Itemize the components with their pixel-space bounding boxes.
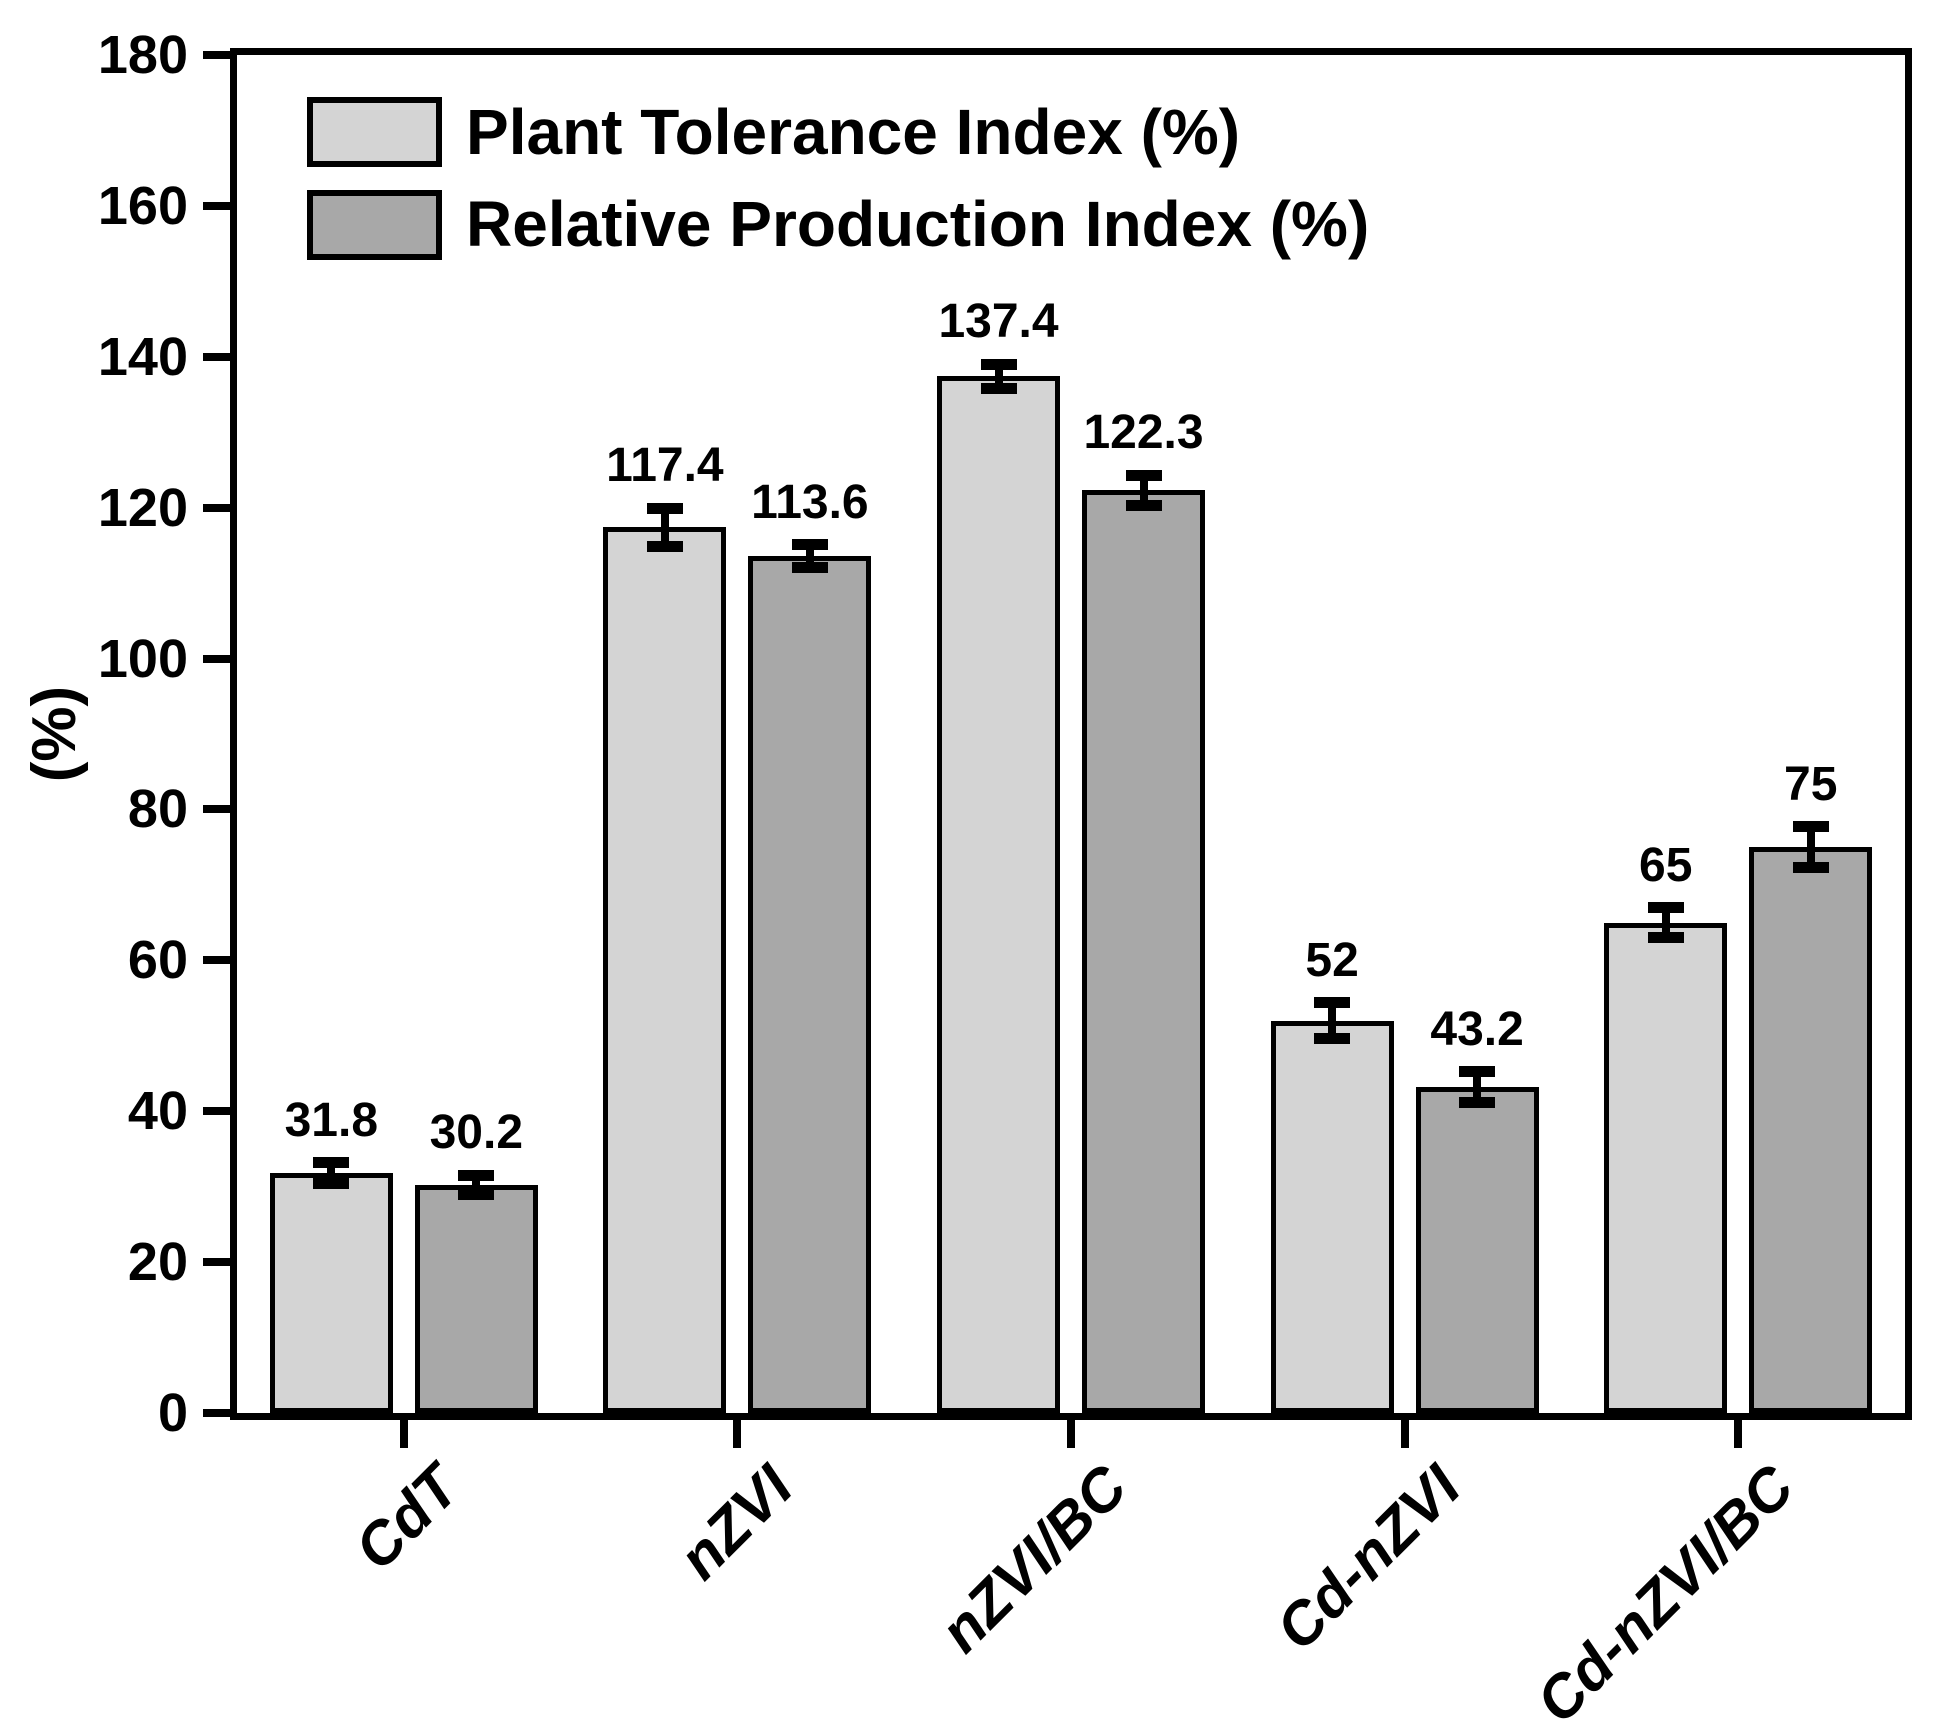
y-tick-label: 180 bbox=[97, 25, 188, 85]
bar-pti-cd-nzvi-bc bbox=[1604, 922, 1728, 1413]
error-bar-line bbox=[1661, 907, 1670, 938]
legend-label-relative-production-index: Relative Production Index (%) bbox=[466, 188, 1370, 261]
error-bar-line bbox=[472, 1175, 481, 1195]
error-bar-cap-top bbox=[1314, 997, 1351, 1009]
error-bar-cap-bottom bbox=[646, 540, 683, 552]
x-tick-label-cd-nzvi-bc: Cd-nZVI/BC bbox=[1523, 1452, 1807, 1730]
error-bar-cap-top bbox=[791, 539, 828, 551]
error-bar-cap-top bbox=[458, 1169, 495, 1181]
bar-rpi-cdt bbox=[414, 1185, 538, 1413]
y-tick bbox=[203, 1258, 237, 1267]
value-label: 31.8 bbox=[284, 1093, 379, 1147]
value-label: 52 bbox=[1305, 933, 1359, 987]
x-tick-label-nzvi: nZVI bbox=[666, 1452, 806, 1593]
error-bar-line bbox=[1328, 1002, 1337, 1039]
legend-swatch-relative-production-index bbox=[307, 189, 442, 260]
y-tick-label: 80 bbox=[127, 779, 188, 840]
bar-pti-nzvi-bc bbox=[937, 376, 1060, 1413]
y-tick bbox=[203, 1107, 237, 1116]
legend-row-relative-production: Relative Production Index (%) bbox=[307, 188, 1370, 261]
legend-swatch-plant-tolerance-index bbox=[307, 97, 442, 168]
error-bar-cap-top bbox=[1125, 469, 1162, 481]
y-tick-label: 40 bbox=[127, 1081, 188, 1142]
x-tick-label-cdt: CdT bbox=[342, 1452, 472, 1583]
legend-row-plant-tolerance: Plant Tolerance Index (%) bbox=[307, 97, 1369, 167]
y-tick-label: 20 bbox=[127, 1232, 188, 1293]
bar-rpi-cd-nzvi bbox=[1415, 1087, 1539, 1413]
y-tick bbox=[203, 201, 237, 210]
y-tick bbox=[203, 352, 237, 361]
x-tick-label-cd-nzvi: Cd-nZVI bbox=[1262, 1452, 1473, 1663]
error-bar-line bbox=[1139, 475, 1148, 506]
bar-pti-cdt bbox=[269, 1173, 393, 1413]
error-bar-line bbox=[1473, 1071, 1482, 1103]
error-bar-cap-top bbox=[646, 502, 683, 514]
y-tick bbox=[203, 51, 237, 59]
y-tick-label: 60 bbox=[127, 930, 188, 991]
bar-rpi-nzvi-bc bbox=[1082, 490, 1205, 1413]
value-label: 30.2 bbox=[429, 1106, 524, 1160]
error-bar-cap-top bbox=[313, 1157, 350, 1169]
y-tick-label: 160 bbox=[97, 175, 188, 236]
y-tick bbox=[203, 654, 237, 663]
error-bar-line bbox=[660, 508, 669, 547]
y-tick bbox=[203, 1409, 237, 1417]
y-tick-label: 140 bbox=[97, 326, 188, 387]
value-label: 65 bbox=[1638, 838, 1693, 892]
plot-area: Plant Tolerance Index (%) Relative Produ… bbox=[230, 48, 1912, 1420]
x-tick-label-nzvi-bc: nZVI/BC bbox=[926, 1452, 1140, 1666]
y-tick-label: 120 bbox=[97, 477, 188, 538]
error-bar-cap-bottom bbox=[791, 561, 828, 573]
error-bar-cap-bottom bbox=[1314, 1033, 1351, 1045]
x-tick bbox=[1734, 1416, 1743, 1448]
value-label: 122.3 bbox=[1083, 406, 1204, 460]
y-tick bbox=[203, 956, 237, 965]
bar-rpi-nzvi bbox=[748, 555, 872, 1413]
error-bar-line bbox=[805, 544, 814, 568]
y-tick-label: 100 bbox=[97, 628, 188, 689]
y-tick-label: 0 bbox=[157, 1383, 188, 1443]
legend-label-plant-tolerance-index: Plant Tolerance Index (%) bbox=[466, 96, 1241, 168]
value-label: 113.6 bbox=[751, 475, 869, 529]
value-label: 137.4 bbox=[938, 295, 1059, 349]
error-bar-line bbox=[327, 1162, 336, 1184]
error-bar-cap-bottom bbox=[980, 382, 1017, 394]
error-bar-line bbox=[1806, 826, 1815, 868]
error-bar-cap-bottom bbox=[1459, 1096, 1496, 1108]
bar-pti-cd-nzvi bbox=[1270, 1020, 1394, 1413]
value-label: 43.2 bbox=[1430, 1002, 1524, 1056]
x-tick bbox=[399, 1416, 408, 1448]
bar-rpi-cd-nzvi-bc bbox=[1749, 847, 1873, 1413]
value-label: 75 bbox=[1783, 757, 1838, 811]
y-tick bbox=[203, 805, 237, 814]
x-tick bbox=[1400, 1416, 1409, 1448]
error-bar-cap-bottom bbox=[458, 1189, 495, 1201]
error-bar-cap-bottom bbox=[1125, 499, 1162, 511]
error-bar-cap-top bbox=[1647, 902, 1684, 914]
bar-pti-nzvi bbox=[603, 527, 727, 1413]
error-bar-line bbox=[994, 364, 1003, 389]
error-bar-cap-bottom bbox=[1792, 862, 1829, 874]
y-tick bbox=[203, 503, 237, 512]
error-bar-cap-top bbox=[980, 358, 1017, 370]
error-bar-cap-bottom bbox=[1647, 932, 1684, 944]
error-bar-cap-top bbox=[1792, 821, 1829, 833]
error-bar-cap-top bbox=[1459, 1066, 1496, 1078]
error-bar-cap-bottom bbox=[313, 1178, 350, 1190]
value-label: 117.4 bbox=[606, 439, 724, 493]
x-tick bbox=[733, 1416, 742, 1448]
x-tick bbox=[1067, 1416, 1075, 1448]
legend: Plant Tolerance Index (%) Relative Produ… bbox=[307, 97, 1369, 282]
